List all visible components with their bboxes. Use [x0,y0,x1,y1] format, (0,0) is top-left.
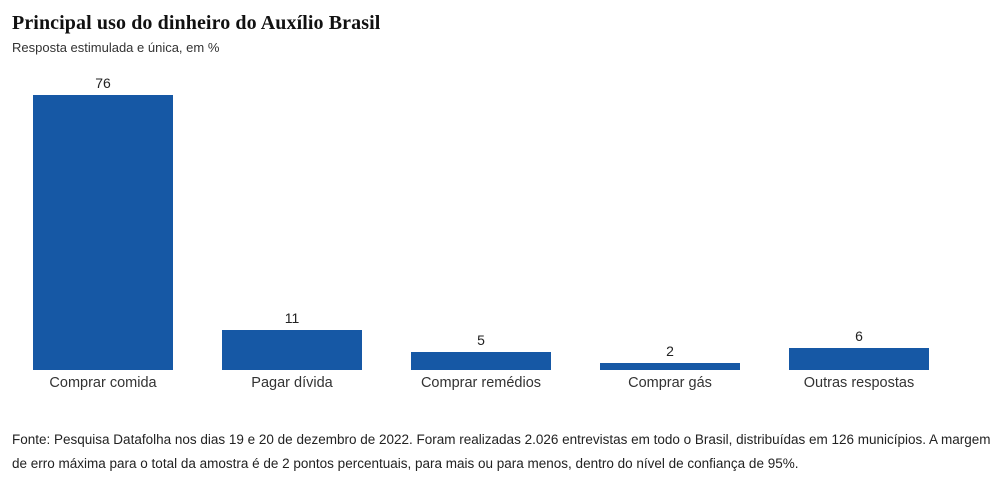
bar-chart: 76 Comprar comida 11 Pagar dívida 5 Comprar r… [33,75,929,391]
bar-value-label: 76 [95,75,111,91]
bar [600,363,740,370]
bar-category-label: Comprar gás [628,375,712,391]
bar-value-label: 2 [666,343,674,359]
chart-subtitle: Resposta estimulada e única, em % [12,40,220,55]
bar-value-label: 11 [284,310,300,326]
bar [222,330,362,370]
bar-category-label: Comprar comida [49,375,157,391]
bar-category-label: Comprar remédios [420,375,542,391]
bar-category-label: Outras respostas [803,375,915,391]
bar-category-label: Pagar dívida [251,375,333,391]
bar-value-label: 6 [855,328,863,344]
source-note: Fonte: Pesquisa Datafolha nos dias 19 e … [12,432,991,471]
bar-value-label: 5 [477,332,485,348]
bar [33,95,173,370]
chart-title: Principal uso do dinheiro do Auxílio Bra… [12,12,381,34]
bar [789,348,929,370]
bar [411,352,551,370]
